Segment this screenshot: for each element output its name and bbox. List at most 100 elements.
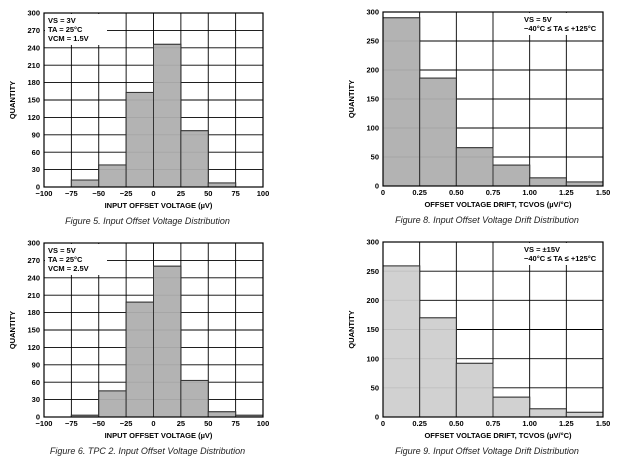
figure-caption: Figure 9. Input Offset Voltage Drift Dis… <box>395 446 579 456</box>
annotation-box <box>514 13 602 35</box>
histogram-bar-fill <box>125 301 154 418</box>
x-tick-label: −25 <box>120 189 133 198</box>
x-tick-label: 0 <box>381 419 385 428</box>
histogram-bar-fill <box>529 408 567 418</box>
y-tick-label: 90 <box>32 130 40 139</box>
x-tick-label: 1.50 <box>596 188 611 197</box>
annotation-text: TA = 25°C <box>48 255 83 264</box>
annotation-box <box>45 244 107 275</box>
histogram-bar-fill <box>98 164 127 188</box>
annotation-text: VS = 5V <box>524 15 552 24</box>
y-tick-label: 250 <box>366 267 379 276</box>
x-tick-label: 75 <box>231 189 239 198</box>
x-tick-label: 25 <box>177 419 185 428</box>
y-tick-label: 100 <box>366 124 379 133</box>
plot-frame <box>43 242 264 418</box>
y-tick-label: 0 <box>375 413 379 422</box>
x-axis-label: OFFSET VOLTAGE DRIFT, TCVOS (µV/°C) <box>424 200 572 209</box>
y-tick-label: 210 <box>27 61 40 70</box>
x-tick-label: 1.00 <box>522 419 537 428</box>
annotation-text: −40°C ≤ TA ≤ +125°C <box>524 254 597 263</box>
x-tick-label: 0.75 <box>486 188 501 197</box>
y-tick-label: 150 <box>366 325 379 334</box>
y-tick-label: 180 <box>27 308 40 317</box>
histogram-bar-fill <box>207 182 237 188</box>
y-axis-label: QUANTITY <box>8 81 17 119</box>
x-tick-label: 1.25 <box>559 419 574 428</box>
y-tick-label: 240 <box>27 43 40 52</box>
x-tick-label: 0.75 <box>486 419 501 428</box>
plot-frame <box>43 12 264 188</box>
x-tick-label: 1.50 <box>596 419 611 428</box>
figure-caption: Figure 8. Input Offset Voltage Drift Dis… <box>395 215 579 225</box>
y-tick-label: 90 <box>32 360 40 369</box>
y-tick-label: 60 <box>32 148 40 157</box>
x-tick-label: 1.00 <box>522 188 537 197</box>
annotation-box <box>514 243 602 265</box>
histogram-bar-fill <box>70 179 100 188</box>
y-tick-label: 100 <box>366 354 379 363</box>
x-tick-label: 100 <box>257 419 270 428</box>
annotation-text: VS = ±15V <box>524 245 560 254</box>
y-tick-label: 0 <box>36 183 40 192</box>
chart-panel-2: 0 50 100 150 200 250 300 0 0.25 0.50 0.75 1.00 1.25 1… <box>347 8 610 225</box>
y-tick-label: 210 <box>27 291 40 300</box>
y-axis-label: QUANTITY <box>8 311 17 349</box>
x-tick-label: 0 <box>151 189 155 198</box>
annotation-text: TA = 25°C <box>48 25 83 34</box>
chart-panel-4: 0 50 100 150 200 250 300 0 0.25 0.50 0.75 1.00 1.25 1… <box>347 238 610 456</box>
y-tick-label: 300 <box>366 238 379 247</box>
y-axis-label: QUANTITY <box>347 310 356 348</box>
y-tick-label: 270 <box>27 26 40 35</box>
x-tick-label: 75 <box>231 419 239 428</box>
x-tick-label: 50 <box>204 189 212 198</box>
y-tick-label: 60 <box>32 378 40 387</box>
x-tick-label: 25 <box>177 189 185 198</box>
x-tick-label: 1.25 <box>559 188 574 197</box>
histogram-bar-fill <box>207 411 237 418</box>
histogram-bar-fill <box>419 77 457 187</box>
y-tick-label: 200 <box>366 66 379 75</box>
histogram-bar-fill <box>565 411 604 418</box>
x-tick-label: −50 <box>92 419 105 428</box>
x-tick-label: 0 <box>381 188 385 197</box>
x-tick-label: 0 <box>151 419 155 428</box>
histogram-bar-fill <box>382 265 421 418</box>
y-tick-label: 30 <box>32 165 40 174</box>
x-tick-label: 0.50 <box>449 188 464 197</box>
y-tick-label: 50 <box>371 153 379 162</box>
histogram-bar-fill <box>455 362 494 418</box>
x-tick-label: −100 <box>36 189 53 198</box>
histogram-bar-fill <box>565 181 604 187</box>
figure-caption: Figure 5. Input Offset Voltage Distribut… <box>65 216 230 226</box>
figure-caption: Figure 6. TPC 2. Input Offset Voltage Di… <box>50 446 245 456</box>
x-tick-label: −50 <box>92 189 105 198</box>
y-tick-label: 250 <box>366 37 379 46</box>
y-tick-label: 180 <box>27 78 40 87</box>
x-tick-label: −25 <box>120 419 133 428</box>
histogram-bar-fill <box>419 317 457 418</box>
histogram-bar-fill <box>529 177 567 187</box>
y-tick-label: 0 <box>36 413 40 422</box>
y-tick-label: 0 <box>375 182 379 191</box>
x-axis-label: OFFSET VOLTAGE DRIFT, TCVOS (µV/°C) <box>424 431 572 440</box>
histogram-bar-fill <box>153 265 182 418</box>
annotation-text: VCM = 2.5V <box>48 264 89 273</box>
histogram-bar-fill <box>153 43 182 188</box>
histogram-bar-fill <box>492 164 531 187</box>
plot-frame <box>382 241 604 418</box>
annotation-text: VS = 3V <box>48 16 76 25</box>
annotation-text: VS = 5V <box>48 246 76 255</box>
y-tick-label: 150 <box>27 96 40 105</box>
y-tick-label: 150 <box>27 326 40 335</box>
histogram-bar-fill <box>125 91 154 188</box>
y-tick-label: 300 <box>27 9 40 18</box>
x-tick-label: −75 <box>65 189 78 198</box>
chart-panel-1: 0 30 60 90 120 150 180 210 240 270 300 −100 −75 −50 −2… <box>8 9 269 226</box>
histogram-bar-fill <box>180 130 209 188</box>
histogram-bar-fill <box>382 17 421 187</box>
annotation-text: −40°C ≤ TA ≤ +125°C <box>524 24 597 33</box>
y-axis-label: QUANTITY <box>347 80 356 118</box>
y-tick-label: 270 <box>27 256 40 265</box>
